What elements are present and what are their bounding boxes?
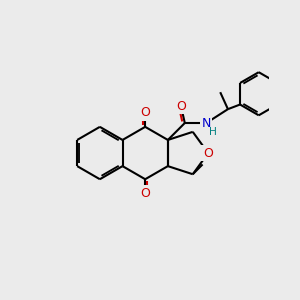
Text: H: H bbox=[208, 127, 217, 137]
Text: O: O bbox=[140, 187, 150, 200]
Text: O: O bbox=[140, 106, 150, 119]
Text: N: N bbox=[202, 116, 211, 130]
Text: O: O bbox=[203, 146, 213, 160]
Text: O: O bbox=[176, 100, 186, 112]
